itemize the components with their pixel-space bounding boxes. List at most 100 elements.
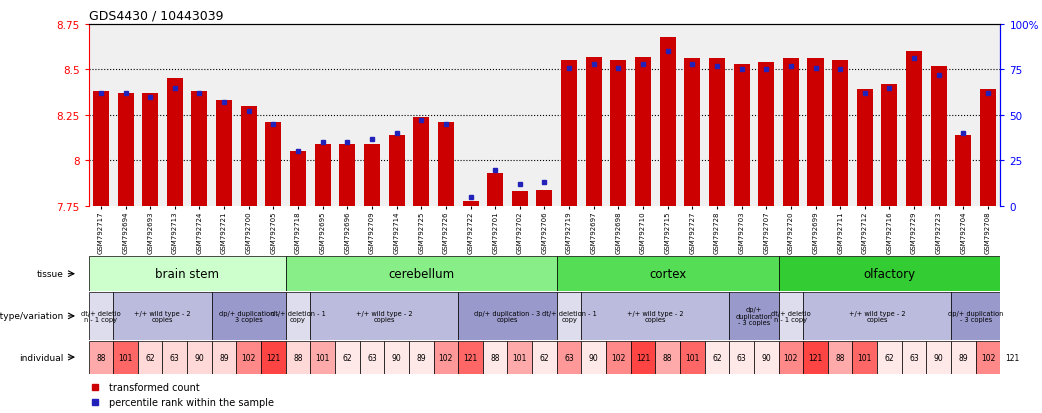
Text: genotype/variation: genotype/variation bbox=[0, 312, 64, 320]
Bar bbox=[833, 61, 848, 206]
Bar bbox=[93, 92, 109, 206]
Bar bbox=[606, 341, 630, 374]
Text: 90: 90 bbox=[762, 353, 771, 362]
Bar bbox=[212, 341, 237, 374]
Text: 90: 90 bbox=[589, 353, 598, 362]
Bar bbox=[384, 341, 408, 374]
Text: cortex: cortex bbox=[649, 268, 687, 280]
Bar bbox=[89, 341, 114, 374]
Text: individual: individual bbox=[20, 353, 64, 362]
Bar bbox=[754, 341, 778, 374]
Text: 101: 101 bbox=[685, 353, 699, 362]
Text: 62: 62 bbox=[343, 353, 352, 362]
Bar bbox=[975, 341, 1000, 374]
Text: +/+ wild type - 2
copies: +/+ wild type - 2 copies bbox=[134, 310, 191, 323]
Text: dp/+ duplication - 3
copies: dp/+ duplication - 3 copies bbox=[474, 310, 541, 323]
Bar bbox=[532, 341, 556, 374]
Text: 121: 121 bbox=[1006, 353, 1020, 362]
Bar bbox=[463, 201, 478, 206]
Text: dp/+
duplication
- 3 copies: dp/+ duplication - 3 copies bbox=[736, 307, 772, 325]
Text: 88: 88 bbox=[491, 353, 500, 362]
Bar bbox=[803, 292, 951, 340]
Bar bbox=[512, 192, 528, 206]
Text: percentile rank within the sample: percentile rank within the sample bbox=[109, 398, 274, 408]
Bar bbox=[114, 341, 138, 374]
Bar bbox=[286, 341, 311, 374]
Text: 62: 62 bbox=[712, 353, 722, 362]
Text: GDS4430 / 10443039: GDS4430 / 10443039 bbox=[89, 9, 223, 22]
Bar bbox=[778, 341, 803, 374]
Text: 121: 121 bbox=[809, 353, 822, 362]
Text: 62: 62 bbox=[540, 353, 549, 362]
Bar bbox=[734, 65, 749, 206]
Text: 63: 63 bbox=[564, 353, 574, 362]
Bar bbox=[192, 92, 207, 206]
Bar bbox=[561, 61, 577, 206]
Bar bbox=[660, 38, 675, 206]
Text: transformed count: transformed count bbox=[109, 382, 200, 392]
Bar bbox=[877, 341, 901, 374]
Bar bbox=[163, 341, 188, 374]
Bar bbox=[408, 341, 433, 374]
Bar bbox=[635, 57, 651, 206]
Bar bbox=[118, 94, 133, 206]
Bar bbox=[581, 341, 606, 374]
Bar bbox=[188, 341, 212, 374]
Bar bbox=[808, 59, 823, 206]
Bar bbox=[488, 174, 503, 206]
Bar bbox=[433, 341, 458, 374]
Bar bbox=[704, 341, 729, 374]
Text: 101: 101 bbox=[513, 353, 527, 362]
Text: dt/+ deletion - 1
copy: dt/+ deletion - 1 copy bbox=[542, 310, 596, 323]
Text: 89: 89 bbox=[417, 353, 426, 362]
Text: 102: 102 bbox=[981, 353, 995, 362]
Bar bbox=[778, 292, 803, 340]
Bar bbox=[438, 123, 454, 206]
Text: 121: 121 bbox=[636, 353, 650, 362]
Bar bbox=[414, 117, 429, 206]
Text: 88: 88 bbox=[293, 353, 303, 362]
Bar bbox=[907, 52, 922, 206]
Text: cerebellum: cerebellum bbox=[389, 268, 454, 280]
Text: 89: 89 bbox=[219, 353, 229, 362]
Bar bbox=[956, 135, 971, 206]
Text: 88: 88 bbox=[836, 353, 845, 362]
Bar bbox=[729, 341, 754, 374]
Text: 90: 90 bbox=[392, 353, 401, 362]
Bar bbox=[630, 341, 655, 374]
Text: 63: 63 bbox=[367, 353, 377, 362]
Text: tissue: tissue bbox=[36, 270, 64, 278]
Bar bbox=[389, 135, 404, 206]
Bar bbox=[556, 292, 581, 340]
Bar bbox=[286, 256, 556, 292]
Bar bbox=[364, 145, 380, 206]
Bar bbox=[778, 256, 1000, 292]
Bar bbox=[334, 341, 359, 374]
Bar bbox=[857, 90, 873, 206]
Bar bbox=[926, 341, 951, 374]
Bar bbox=[241, 107, 256, 206]
Text: 102: 102 bbox=[612, 353, 625, 362]
Bar bbox=[311, 341, 334, 374]
Bar bbox=[167, 79, 182, 206]
Bar bbox=[556, 341, 581, 374]
Bar bbox=[685, 59, 700, 206]
Bar bbox=[290, 152, 306, 206]
Bar bbox=[680, 341, 704, 374]
Bar bbox=[458, 292, 556, 340]
Text: 63: 63 bbox=[910, 353, 919, 362]
Bar bbox=[537, 190, 552, 206]
Bar bbox=[783, 59, 799, 206]
Bar bbox=[709, 59, 725, 206]
Text: 88: 88 bbox=[663, 353, 672, 362]
Bar bbox=[311, 292, 458, 340]
Bar bbox=[212, 292, 286, 340]
Bar bbox=[262, 341, 286, 374]
Text: 121: 121 bbox=[267, 353, 280, 362]
Text: 102: 102 bbox=[784, 353, 798, 362]
Text: +/+ wild type - 2
copies: +/+ wild type - 2 copies bbox=[627, 310, 684, 323]
Bar bbox=[729, 292, 778, 340]
Text: 63: 63 bbox=[737, 353, 746, 362]
Bar bbox=[931, 66, 947, 206]
Bar bbox=[586, 57, 601, 206]
